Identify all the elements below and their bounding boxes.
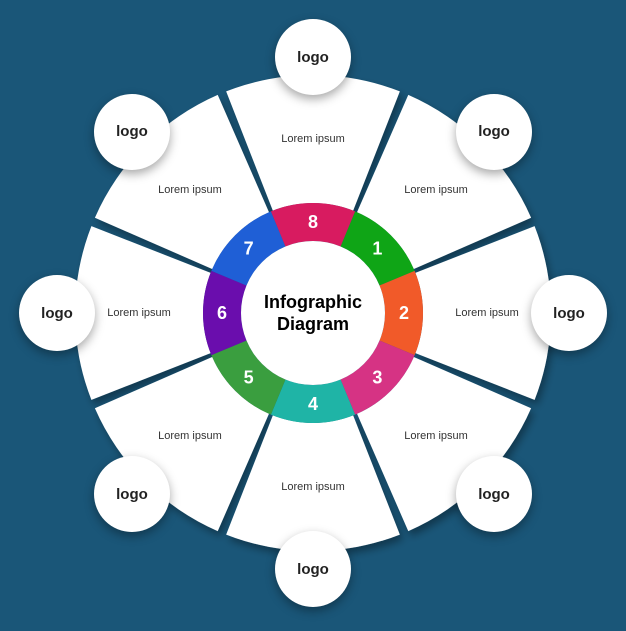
logo-badge-3: logo [456,456,532,532]
logo-badge-5: logo [94,456,170,532]
infographic-canvas: 1 2 3 4 5 6 7 8 Infographic Diagram Lorem ipsum… [0,0,626,626]
segment-number-8: 8 [308,212,318,232]
segment-text-7: Lorem ipsum [140,184,240,196]
logo-badge-7: logo [94,94,170,170]
segment-text-6: Lorem ipsum [89,307,189,319]
logo-badge-6: logo [19,275,95,351]
logo-badge-2: logo [531,275,607,351]
segment-text-2: Lorem ipsum [437,307,537,319]
segment-number-5: 5 [244,367,254,387]
segment-number-3: 3 [372,367,382,387]
logo-badge-1: logo [456,94,532,170]
logo-badge-4: logo [275,531,351,607]
segment-text-5: Lorem ipsum [140,430,240,442]
segment-text-3: Lorem ipsum [386,430,486,442]
segment-number-1: 1 [372,239,382,259]
center-title-line2: Diagram [243,313,383,336]
logo-badge-8: logo [275,19,351,95]
center-title: Infographic Diagram [243,291,383,336]
segment-number-6: 6 [217,303,227,323]
segment-text-8: Lorem ipsum [263,133,363,145]
segment-text-1: Lorem ipsum [386,184,486,196]
segment-number-4: 4 [308,394,318,414]
segment-number-7: 7 [244,239,254,259]
segment-text-4: Lorem ipsum [263,481,363,493]
center-title-line1: Infographic [243,291,383,314]
segment-number-2: 2 [399,303,409,323]
